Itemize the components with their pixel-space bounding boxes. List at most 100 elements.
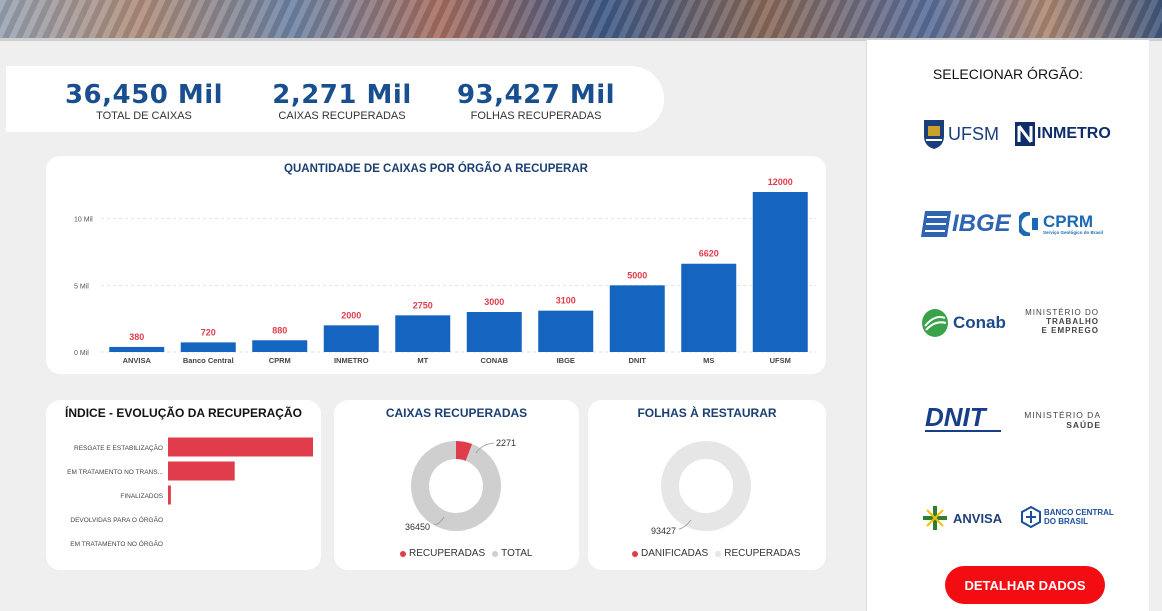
- legend-swatch-danificadas: [632, 550, 638, 557]
- orgao-selector-panel: SELECIONAR ÓRGÃO: UFSM INMETRO IBGE CPRM…: [866, 40, 1149, 611]
- x-tick-label: IBGE: [557, 356, 575, 365]
- logo-inmetro[interactable]: INMETRO: [1015, 122, 1111, 146]
- data-label: 12000: [768, 177, 793, 187]
- x-tick-label: CONAB: [481, 356, 509, 365]
- category-label: FINALIZADOS: [120, 493, 163, 500]
- header-banner: [0, 0, 1162, 41]
- ufsm-label: UFSM: [948, 123, 999, 144]
- x-tick-label: MS: [703, 356, 714, 365]
- kpi-label: TOTAL DE CAIXAS: [96, 110, 192, 122]
- logo-ministerio-saude[interactable]: MINISTÉRIO DA SAÚDE: [1019, 410, 1101, 430]
- data-label: 2271: [496, 438, 516, 448]
- index-chart-card: ÍNDICE - EVOLUÇÃO DA RECUPERAÇÃO RESGATE…: [46, 400, 321, 570]
- legend: RECUPERADAS TOTAL: [400, 548, 532, 559]
- cprm-sub-label: Serviço Geológico do Brasil: [1043, 230, 1104, 235]
- bar: [538, 310, 594, 352]
- data-label: 36450: [405, 522, 430, 532]
- category-label: EM TRATAMENTO NO ÓRGÃO: [70, 539, 163, 548]
- caixas-donut-card: CAIXAS RECUPERADAS 2271 36450 RECUPERADAS…: [334, 400, 579, 570]
- chart-title: ÍNDICE - EVOLUÇÃO DA RECUPERAÇÃO: [65, 406, 302, 420]
- x-tick-label: CPRM: [269, 356, 291, 365]
- bar: [252, 340, 308, 352]
- dnit-label: DNIT: [925, 402, 986, 432]
- folhas-donut-chart: 93427: [651, 441, 751, 536]
- bar: [681, 263, 737, 352]
- bar: [168, 461, 235, 481]
- logo-ibge[interactable]: IBGE: [921, 210, 1011, 238]
- logo-dnit[interactable]: DNIT: [925, 404, 1001, 432]
- ufsm-crest-icon: [924, 120, 944, 149]
- legend-swatch-recuperadas: [715, 550, 722, 557]
- logo-mte[interactable]: MINISTÉRIO DO TRABALHO E EMPREGO: [1019, 308, 1099, 335]
- conab-label: Conab: [953, 313, 1006, 332]
- legend-swatch-total: [492, 550, 499, 557]
- ibge-label: IBGE: [952, 210, 1011, 237]
- mte-line-2: TRABALHO: [1046, 317, 1099, 326]
- bar: [609, 285, 665, 352]
- folhas-donut-card: FOLHAS À RESTAURAR 93427 DANIFICADAS REC…: [588, 400, 826, 570]
- x-tick-label: ANVISA: [123, 356, 152, 365]
- anvisa-label: ANVISA: [953, 510, 1003, 526]
- y-tick-label: 10 Mil: [74, 217, 93, 224]
- legend: DANIFICADAS RECUPERADAS: [632, 548, 800, 559]
- bcb-line-2: DO BRASIL: [1044, 517, 1088, 526]
- data-label: 2750: [413, 300, 433, 310]
- y-tick-label: 0 Mil: [74, 350, 89, 357]
- data-label: 3100: [556, 296, 576, 306]
- kpi-caixas-recuperadas: 2,271 Mil CAIXAS RECUPERADAS: [252, 80, 432, 122]
- dnit-underline: [925, 430, 1001, 432]
- donut-slice: [411, 441, 501, 531]
- cprm-mark-icon: [1019, 212, 1038, 236]
- kpi-label: CAIXAS RECUPERADAS: [278, 110, 406, 122]
- kpi-card: 36,450 Mil TOTAL DE CAIXAS 2,271 Mil CAI…: [6, 66, 664, 132]
- x-tick-label: INMETRO: [334, 356, 369, 365]
- data-label: 380: [129, 332, 144, 342]
- bar: [395, 315, 451, 352]
- y-tick-label: 5 Mil: [74, 283, 89, 290]
- legend-label: DANIFICADAS: [641, 548, 709, 559]
- bcb-mark-icon: [1021, 506, 1041, 528]
- legend-label: RECUPERADAS: [409, 548, 486, 559]
- x-tick-label: MT: [417, 356, 428, 365]
- data-label: 93427: [651, 526, 676, 536]
- legend-swatch-recuperadas: [400, 550, 406, 557]
- bar: [168, 437, 313, 457]
- select-label: SELECIONAR ÓRGÃO:: [932, 66, 1084, 82]
- data-label: 2000: [341, 310, 361, 320]
- leader-line: [433, 516, 445, 525]
- detalhar-dados-button[interactable]: DETALHAR DADOS: [945, 566, 1105, 604]
- bar: [323, 325, 379, 352]
- conab-mark-icon: [922, 309, 948, 337]
- logo-anvisa[interactable]: ANVISA: [923, 506, 1002, 530]
- ibge-mark-icon: [921, 211, 951, 237]
- chart-title: CAIXAS RECUPERADAS: [385, 406, 528, 420]
- cprm-label: CPRM: [1043, 212, 1094, 231]
- logo-cprm[interactable]: CPRM Serviço Geológico do Brasil: [1019, 212, 1103, 236]
- kpi-value: 2,271 Mil: [272, 80, 412, 110]
- kpi-value: 36,450 Mil: [64, 80, 224, 110]
- bar: [752, 192, 808, 352]
- leader-line: [475, 442, 495, 454]
- data-label: 3000: [484, 297, 504, 307]
- legend-label: TOTAL: [501, 548, 533, 559]
- data-label: 6620: [699, 249, 719, 259]
- logo-ufsm[interactable]: UFSM: [923, 118, 999, 150]
- bar: [168, 485, 171, 505]
- bar: [180, 342, 236, 352]
- bar: [466, 312, 522, 352]
- logo-conab[interactable]: Conab: [921, 308, 1006, 338]
- kpi-value: 93,427 Mil: [456, 80, 616, 110]
- x-tick-label: UFSM: [770, 356, 791, 365]
- kpi-total-caixas: 36,450 Mil TOTAL DE CAIXAS: [54, 80, 234, 122]
- kpi-folhas-recuperadas: 93,427 Mil FOLHAS RECUPERADAS: [446, 80, 626, 122]
- x-tick-label: Banco Central: [183, 356, 234, 365]
- donut-slice: [455, 441, 473, 461]
- leader-line: [678, 519, 692, 530]
- x-tick-label: DNIT: [629, 356, 647, 365]
- kpi-label: FOLHAS RECUPERADAS: [470, 110, 602, 122]
- logo-banco-central[interactable]: BANCO CENTRAL DO BRASIL: [1021, 506, 1114, 528]
- bar-chart: 0 Mil 5 Mil 10 Mil 380 ANVISA 720 Banco Centra…: [74, 177, 816, 365]
- bar-chart-card: QUANTIDADE DE CAIXAS POR ÓRGÃO A RECUPER…: [46, 156, 826, 374]
- index-bar-chart: RESGATE E ESTABILIZAÇÃO EM TRATAMENTO NO …: [67, 437, 313, 548]
- caixas-donut-chart: 2271 36450: [405, 438, 516, 532]
